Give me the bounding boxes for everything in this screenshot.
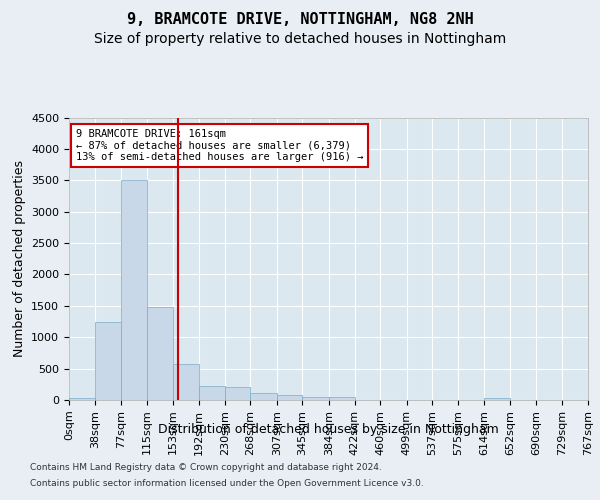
Text: 9 BRAMCOTE DRIVE: 161sqm
← 87% of detached houses are smaller (6,379)
13% of sem: 9 BRAMCOTE DRIVE: 161sqm ← 87% of detach…	[76, 129, 363, 162]
Bar	[302, 396, 329, 400]
Bar	[147, 307, 173, 400]
Text: Contains public sector information licensed under the Open Government Licence v3: Contains public sector information licen…	[30, 479, 424, 488]
Bar	[224, 387, 250, 400]
Text: 9, BRAMCOTE DRIVE, NOTTINGHAM, NG8 2NH: 9, BRAMCOTE DRIVE, NOTTINGHAM, NG8 2NH	[127, 12, 473, 28]
Bar	[95, 322, 121, 400]
Text: Distribution of detached houses by size in Nottingham: Distribution of detached houses by size …	[158, 422, 499, 436]
Y-axis label: Number of detached properties: Number of detached properties	[13, 160, 26, 357]
Text: Size of property relative to detached houses in Nottingham: Size of property relative to detached ho…	[94, 32, 506, 46]
Bar	[329, 398, 355, 400]
Bar	[484, 398, 510, 400]
Bar	[199, 386, 224, 400]
Bar	[121, 180, 147, 400]
Bar	[173, 364, 199, 400]
Bar	[69, 398, 95, 400]
Bar	[277, 396, 302, 400]
Bar	[250, 393, 277, 400]
Text: Contains HM Land Registry data © Crown copyright and database right 2024.: Contains HM Land Registry data © Crown c…	[30, 462, 382, 471]
